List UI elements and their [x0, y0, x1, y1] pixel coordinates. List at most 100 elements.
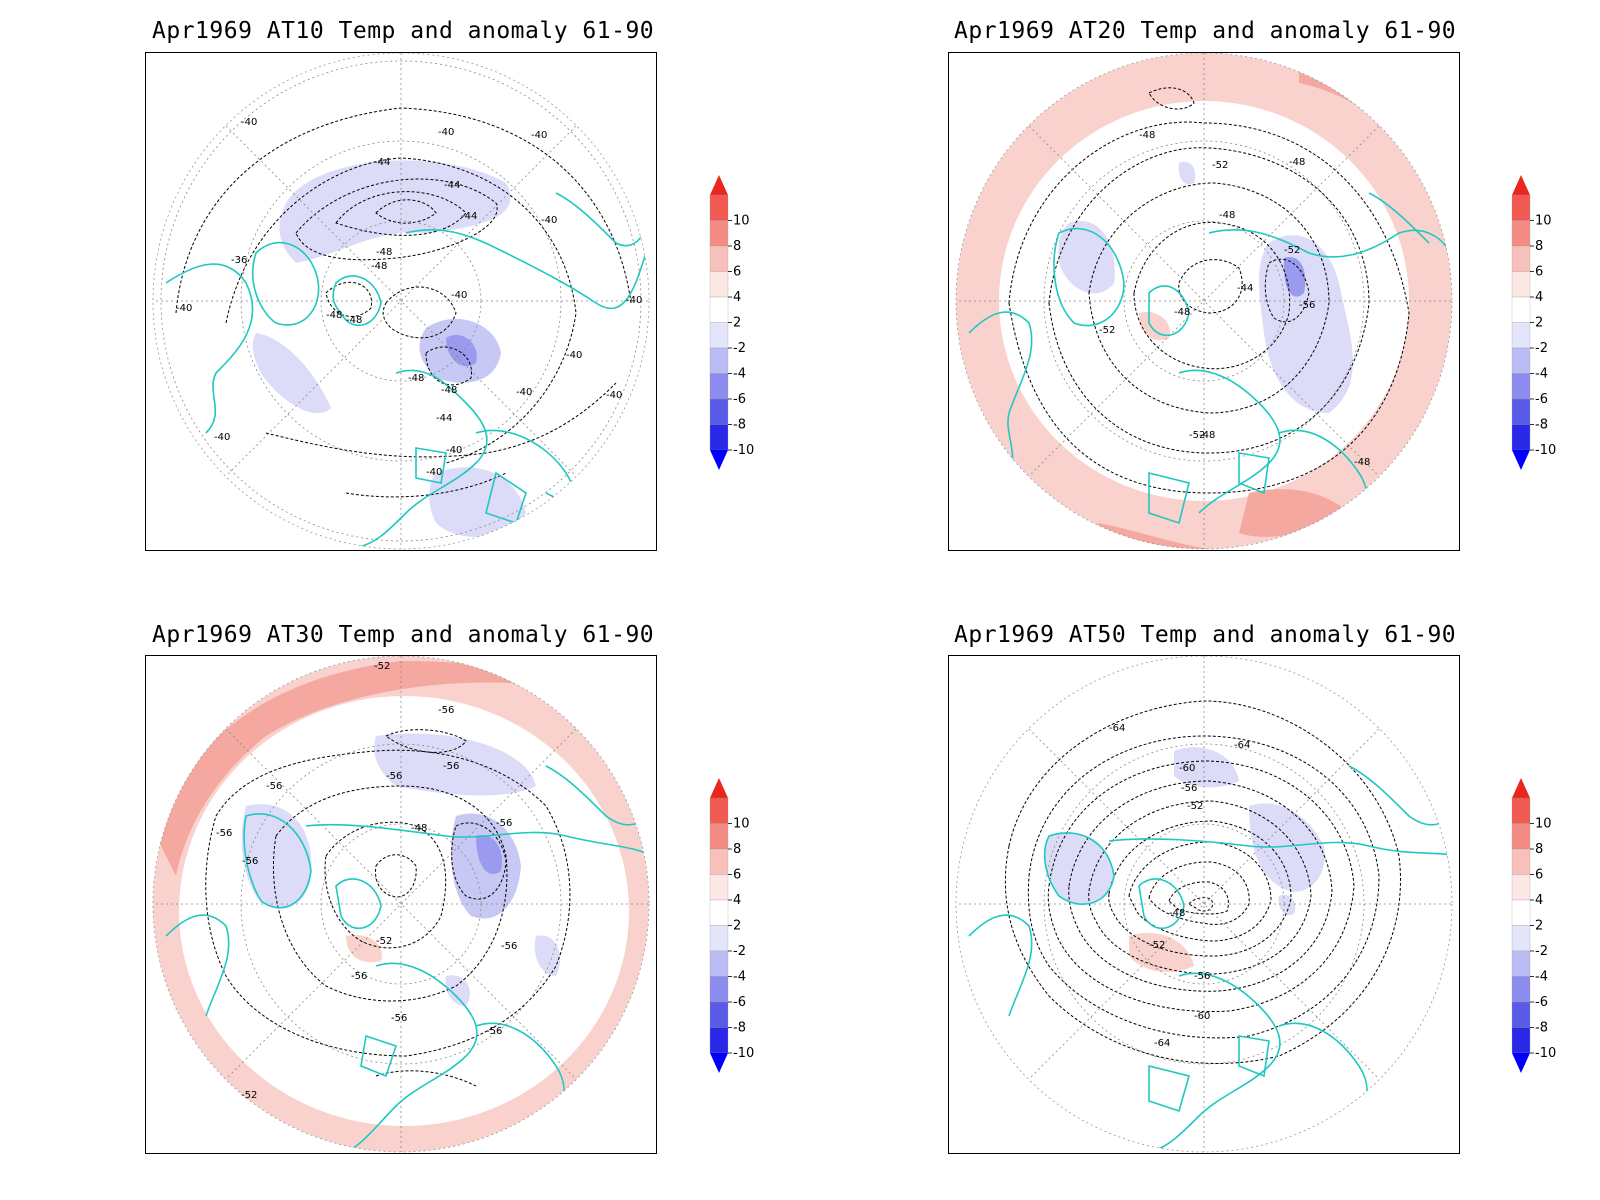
- contour-label: -64: [1154, 1038, 1170, 1049]
- contour-label: -44: [374, 157, 390, 168]
- anomaly-negative-region: [446, 334, 477, 367]
- map-at50: -64 -64 -64 -60 -60 -56 -56 -52 -52 -48: [948, 655, 1460, 1154]
- contour-label: -48: [376, 247, 392, 258]
- colorbar-svg: 10 8 6 4 2 -2 -4 -6 -8 -10: [1511, 175, 1556, 470]
- colorbar-segment: [1511, 245, 1531, 272]
- contour-label: -48: [1139, 130, 1155, 141]
- anomaly-negative-region: [374, 733, 536, 796]
- colorbar-label: 8: [733, 842, 741, 857]
- colorbar-label: 6: [1535, 265, 1543, 280]
- anomaly-negative-region: [1283, 257, 1306, 297]
- contour-label: -48: [1289, 157, 1305, 168]
- contour-label: -40: [516, 387, 532, 398]
- map-at10: -40 -40 -40 -40 -40 -40 -40 -40 -40 -40 …: [145, 52, 657, 551]
- panel-title-at50: Apr1969 AT50 Temp and anomaly 61-90: [954, 622, 1457, 648]
- contour-label: -52: [241, 1090, 257, 1101]
- colorbar-segment: [709, 874, 729, 901]
- colorbar-label: 10: [733, 817, 750, 832]
- colorbar-segment: [1511, 950, 1531, 977]
- colorbar-cap-top: [1512, 175, 1530, 195]
- contour-label: -48: [1199, 430, 1215, 441]
- colorbar-segment: [709, 1027, 729, 1054]
- colorbar-label: -8: [1535, 418, 1548, 433]
- contour-label: -40: [446, 445, 462, 456]
- colorbar-label: -4: [1535, 367, 1548, 382]
- colorbar-label: 6: [1535, 868, 1543, 883]
- anomaly-positive-region: [346, 935, 382, 963]
- colorbar-segment: [1511, 271, 1531, 298]
- colorbar-segment: [709, 899, 729, 926]
- colorbar-segment: [1511, 797, 1531, 824]
- colorbar-label: 8: [1535, 842, 1543, 857]
- colorbar-label: -4: [1535, 970, 1548, 985]
- contour-label: -40: [451, 290, 467, 301]
- map-svg-at50: -64 -64 -64 -60 -60 -56 -56 -52 -52 -48: [955, 656, 1453, 1153]
- contour-label: -56: [496, 818, 512, 829]
- colorbar-segment: [709, 220, 729, 247]
- colorbar-segment: [1511, 194, 1531, 221]
- colorbar-segment: [709, 848, 729, 875]
- colorbar-label: -4: [733, 367, 746, 382]
- contour-label: -40: [438, 127, 454, 138]
- contour-label: -40: [214, 432, 230, 443]
- contour-label: -48: [408, 373, 424, 384]
- colorbar-cap-top: [710, 175, 728, 195]
- colorbar-segment: [1511, 373, 1531, 400]
- contour-label: -40: [176, 303, 192, 314]
- contour-label: -64: [1234, 740, 1250, 751]
- contour-label: -40: [531, 130, 547, 141]
- colorbar-label: 8: [733, 239, 741, 254]
- colorbar-label: 2: [733, 919, 741, 934]
- contour-label: -48: [1219, 210, 1235, 221]
- colorbar-segment: [1511, 1001, 1531, 1028]
- contour-label: -44: [461, 211, 477, 222]
- contour-label: -56: [1194, 971, 1210, 982]
- colorbar-segment: [1511, 823, 1531, 850]
- contour-label: -40: [566, 350, 582, 361]
- colorbar-at30: 10 8 6 4 2 -2 -4 -6 -8 -10: [709, 778, 774, 1073]
- contour-label: -64: [1109, 723, 1125, 734]
- contour-label: -56: [216, 828, 232, 839]
- contour-label: -48: [371, 261, 387, 272]
- colorbar-cap-bottom: [1512, 450, 1530, 470]
- colorbar-segment: [1511, 1027, 1531, 1054]
- colorbar-label: -10: [1535, 1046, 1556, 1061]
- colorbar-segment: [1511, 296, 1531, 323]
- contour-label: -56: [438, 705, 454, 716]
- contour-label: -60: [1194, 1011, 1210, 1022]
- colorbar-label: -8: [733, 418, 746, 433]
- colorbar-segment: [709, 398, 729, 425]
- anomaly-negative-region: [1044, 832, 1114, 905]
- colorbar-segment: [709, 950, 729, 977]
- colorbar-label: -10: [733, 1046, 754, 1061]
- colorbar-segment: [1511, 398, 1531, 425]
- anomaly-negative-region: [445, 975, 470, 1006]
- contour-label: -56: [386, 771, 402, 782]
- anomaly-negative-region: [1174, 747, 1239, 788]
- colorbar-segment: [709, 925, 729, 952]
- contour-label: -52: [376, 936, 392, 947]
- colorbar-segment: [709, 976, 729, 1003]
- contour-label: -40: [626, 295, 642, 306]
- colorbar-cap-bottom: [1512, 1053, 1530, 1073]
- anomaly-negative-region: [252, 333, 331, 414]
- map-at30: -52 -52 -52 -56 -56 -56 -56 -56 -56 -56 …: [145, 655, 657, 1154]
- contour-label: -52: [1284, 245, 1300, 256]
- colorbar-cap-top: [1512, 778, 1530, 798]
- contour-label: -48: [1174, 307, 1190, 318]
- anomaly-negative-region: [1058, 221, 1115, 294]
- contour-label: -52: [1187, 801, 1203, 812]
- colorbar-label: -4: [733, 970, 746, 985]
- contour-label: -48: [1169, 908, 1185, 919]
- colorbar-segment: [709, 271, 729, 298]
- contour-label: -56: [351, 971, 367, 982]
- anomaly-negative-region: [1178, 161, 1196, 185]
- colorbar-label: 8: [1535, 239, 1543, 254]
- colorbar-segment: [709, 373, 729, 400]
- colorbar-segment: [709, 296, 729, 323]
- panel-title-at10: Apr1969 AT10 Temp and anomaly 61-90: [152, 18, 655, 44]
- colorbar-segment: [709, 424, 729, 451]
- colorbar-label: 6: [733, 265, 741, 280]
- colorbar-label: 10: [1535, 214, 1552, 229]
- contour-label: -40: [241, 117, 257, 128]
